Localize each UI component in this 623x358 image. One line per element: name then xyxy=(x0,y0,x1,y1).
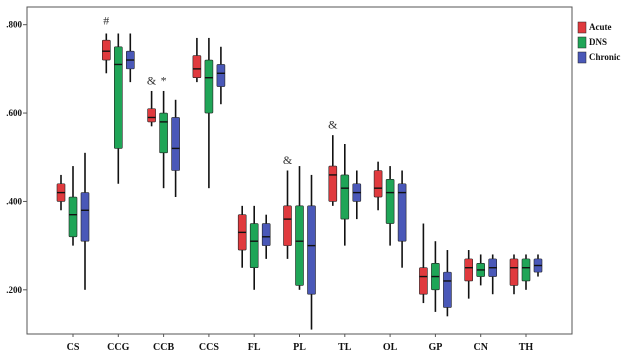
box-body xyxy=(295,205,304,286)
box-chronic-cs xyxy=(80,152,90,290)
box-body xyxy=(307,205,316,295)
box-dns-pl xyxy=(295,166,304,290)
legend-label: DNS xyxy=(589,37,607,47)
box-dns-cn xyxy=(476,254,486,286)
box-acute-ccs xyxy=(192,37,202,83)
y-tick-label: .600 xyxy=(6,108,22,118)
box-body xyxy=(385,179,395,224)
significance-marker: * xyxy=(161,73,167,87)
box-body xyxy=(114,46,123,149)
box-body xyxy=(102,39,111,61)
x-category-label: CCS xyxy=(199,342,219,353)
box-body xyxy=(147,108,156,123)
box-body xyxy=(249,223,259,269)
box-acute-pl xyxy=(283,170,292,259)
legend-label: Chronic xyxy=(589,52,620,62)
box-body xyxy=(159,112,168,154)
legend-label: Acute xyxy=(589,22,612,32)
x-axis: CS CCG CCB CCS FL PL TL OL GP CN TH xyxy=(67,334,534,353)
box-chronic-ccs xyxy=(216,46,226,105)
box-chronic-pl xyxy=(307,174,316,330)
box-series xyxy=(56,33,543,330)
significance-marker: & xyxy=(328,118,338,132)
box-dns-tl xyxy=(340,143,350,246)
box-body xyxy=(171,117,180,171)
box-body xyxy=(521,258,531,282)
box-acute-gp xyxy=(419,223,428,304)
box-dns-ccb xyxy=(159,90,168,189)
x-category-label: CN xyxy=(473,342,488,353)
box-body xyxy=(509,258,519,286)
box-acute-fl xyxy=(237,205,247,268)
box-body xyxy=(261,223,271,246)
box-acute-cn xyxy=(464,250,474,299)
box-dns-ol xyxy=(385,166,395,246)
box-chronic-ol xyxy=(397,170,407,268)
legend-swatch xyxy=(577,21,587,34)
box-body xyxy=(328,165,338,202)
box-acute-cs xyxy=(56,174,66,211)
box-chronic-th xyxy=(533,254,543,277)
box-acute-th xyxy=(509,254,519,295)
box-body xyxy=(204,59,214,114)
box-dns-ccg xyxy=(114,33,123,184)
x-category-label: PL xyxy=(293,342,306,353)
box-body xyxy=(443,271,452,308)
legend-swatch xyxy=(577,51,587,64)
y-tick-label: .800 xyxy=(6,20,22,30)
box-body xyxy=(340,174,350,220)
box-acute-ol xyxy=(373,161,383,211)
legend: Acute DNS Chronic xyxy=(577,21,620,64)
box-acute-ccb xyxy=(147,90,156,127)
annotations: #& *&& xyxy=(103,14,338,167)
significance-marker: & xyxy=(283,153,293,167)
box-body xyxy=(80,192,90,242)
box-acute-tl xyxy=(328,135,338,206)
x-category-label: TH xyxy=(519,342,534,353)
x-category-label: FL xyxy=(248,342,261,353)
x-category-label: CCG xyxy=(107,342,129,353)
box-dns-gp xyxy=(431,241,440,312)
box-chronic-tl xyxy=(352,170,362,220)
x-category-label: CS xyxy=(67,342,80,353)
box-body xyxy=(373,170,383,198)
x-category-label: CCB xyxy=(153,342,174,353)
x-category-label: OL xyxy=(383,342,398,353)
box-body xyxy=(68,196,78,238)
x-category-label: TL xyxy=(338,342,352,353)
box-chronic-fl xyxy=(261,214,271,259)
box-body xyxy=(397,183,407,242)
legend-swatch xyxy=(577,36,587,49)
box-dns-th xyxy=(521,254,531,290)
box-dns-cs xyxy=(68,166,78,246)
y-tick-label: .400 xyxy=(6,196,22,206)
x-category-label: GP xyxy=(428,342,442,353)
box-chronic-gp xyxy=(443,250,452,317)
box-body xyxy=(419,267,428,295)
box-body xyxy=(283,205,292,246)
box-dns-ccs xyxy=(204,37,214,189)
box-acute-ccg xyxy=(102,33,111,74)
significance-marker: # xyxy=(103,14,109,28)
box-body xyxy=(464,258,474,282)
box-chronic-ccg xyxy=(126,33,135,83)
box-dns-fl xyxy=(249,205,259,290)
box-chronic-cn xyxy=(488,254,498,295)
box-chronic-ccb xyxy=(171,99,180,198)
significance-marker: & xyxy=(147,73,157,87)
y-axis: .200 .400 .600 .800 xyxy=(6,20,27,295)
box-body xyxy=(216,64,226,87)
y-tick-label: .200 xyxy=(6,285,22,295)
box-body xyxy=(192,55,202,79)
